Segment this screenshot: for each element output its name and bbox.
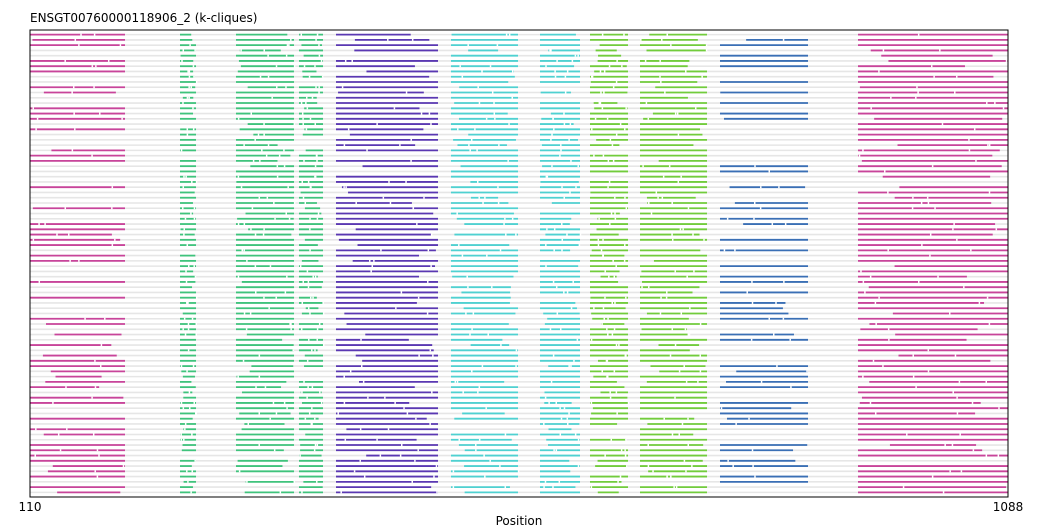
x-tick-left: 110	[19, 500, 42, 514]
plot-area	[30, 33, 1008, 494]
chart-title: ENSGT00760000118906_2 (k-cliques)	[30, 11, 257, 25]
x-tick-right: 1088	[993, 500, 1024, 514]
plot-frame	[29, 29, 1009, 498]
x-axis-label: Position	[496, 514, 543, 528]
